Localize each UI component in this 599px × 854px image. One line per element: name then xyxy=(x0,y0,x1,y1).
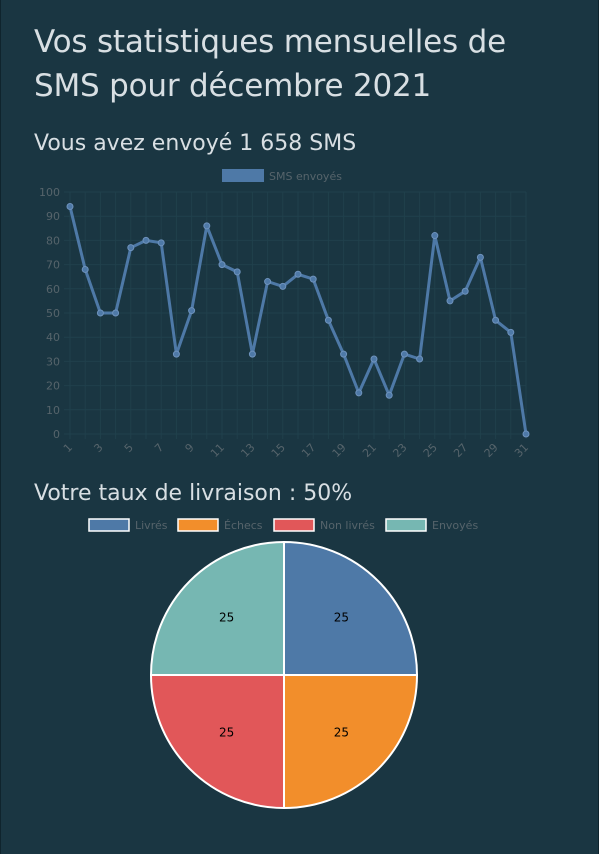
data-point xyxy=(96,309,104,317)
y-tick-label: 90 xyxy=(46,210,60,223)
legend-swatch xyxy=(177,518,219,532)
pie-value-label: 25 xyxy=(334,611,349,625)
legend-label: Livrés xyxy=(135,519,168,532)
data-point xyxy=(461,287,469,295)
y-tick-label: 20 xyxy=(46,380,60,393)
data-point xyxy=(248,350,256,358)
x-tick-label: 5 xyxy=(122,441,136,455)
data-point xyxy=(66,203,74,211)
x-tick-label: 27 xyxy=(451,441,470,460)
x-tick-label: 1 xyxy=(61,441,75,455)
legend-swatch-sms xyxy=(222,169,264,182)
pie-slice xyxy=(283,674,419,810)
y-tick-label: 40 xyxy=(46,331,60,344)
pie-value-label: 25 xyxy=(334,725,349,739)
data-point xyxy=(218,261,226,269)
data-point xyxy=(264,278,272,286)
x-tick-label: 21 xyxy=(360,441,379,460)
pie-slice xyxy=(149,540,285,676)
x-tick-label: 9 xyxy=(183,441,197,455)
data-point xyxy=(492,316,500,324)
data-point xyxy=(157,239,165,247)
pie-value-label: 25 xyxy=(219,611,234,625)
data-point xyxy=(81,265,89,273)
delivery-rate-heading: Votre taux de livraison : 50% xyxy=(34,481,353,506)
x-tick-label: 23 xyxy=(390,441,409,460)
y-tick-label: 50 xyxy=(46,307,60,320)
legend-label: Non livrés xyxy=(320,519,375,532)
data-point xyxy=(309,275,317,283)
data-point xyxy=(522,430,530,438)
x-tick-label: 31 xyxy=(512,441,531,460)
data-point xyxy=(400,350,408,358)
x-tick-label: 3 xyxy=(91,441,105,455)
data-point xyxy=(172,350,180,358)
y-tick-label: 10 xyxy=(46,404,60,417)
legend-label-sms: SMS envoyés xyxy=(269,170,342,183)
data-point xyxy=(142,236,150,244)
y-tick-label: 60 xyxy=(46,283,60,296)
data-point xyxy=(294,270,302,278)
data-point xyxy=(279,282,287,290)
sms-sent-heading: Vous avez envoyé 1 658 SMS xyxy=(34,131,357,156)
y-tick-label: 80 xyxy=(46,234,60,247)
data-point xyxy=(112,309,120,317)
pie-value-label: 25 xyxy=(219,725,234,739)
pie-slice xyxy=(149,674,285,810)
page-title: Vos statistiques mensuelles de SMS pour … xyxy=(34,24,507,104)
legend-label: Envoyés xyxy=(432,519,478,532)
data-point xyxy=(416,355,424,363)
legend-label: Échecs xyxy=(224,519,263,532)
data-point xyxy=(507,328,515,336)
legend-swatch xyxy=(385,518,427,532)
x-tick-label: 29 xyxy=(482,441,501,460)
data-point xyxy=(233,268,241,276)
delivery-pie-chart: Livrés Échecs Non livrés Envoyés 25 25 25 25 xyxy=(88,518,478,810)
y-tick-label: 0 xyxy=(53,428,60,441)
y-tick-label: 30 xyxy=(46,355,60,368)
data-point xyxy=(324,316,332,324)
legend-swatch xyxy=(88,518,130,532)
x-tick-label: 7 xyxy=(152,441,166,455)
data-point xyxy=(385,391,393,399)
x-tick-label: 25 xyxy=(421,441,440,460)
data-point xyxy=(203,222,211,230)
x-tick-label: 11 xyxy=(208,441,227,460)
x-tick-label: 19 xyxy=(330,441,349,460)
y-tick-label: 70 xyxy=(46,259,60,272)
x-tick-label: 15 xyxy=(269,441,288,460)
y-tick-label: 100 xyxy=(39,186,60,199)
data-point xyxy=(127,244,135,252)
legend-swatch xyxy=(273,518,315,532)
data-point xyxy=(188,307,196,315)
x-tick-label: 17 xyxy=(299,441,318,460)
pie-slice xyxy=(283,540,419,676)
data-point xyxy=(370,355,378,363)
x-tick-label: 13 xyxy=(238,441,257,460)
data-point xyxy=(446,297,454,305)
data-point xyxy=(355,389,363,397)
data-point xyxy=(431,232,439,240)
data-point xyxy=(340,350,348,358)
data-point xyxy=(476,253,484,261)
